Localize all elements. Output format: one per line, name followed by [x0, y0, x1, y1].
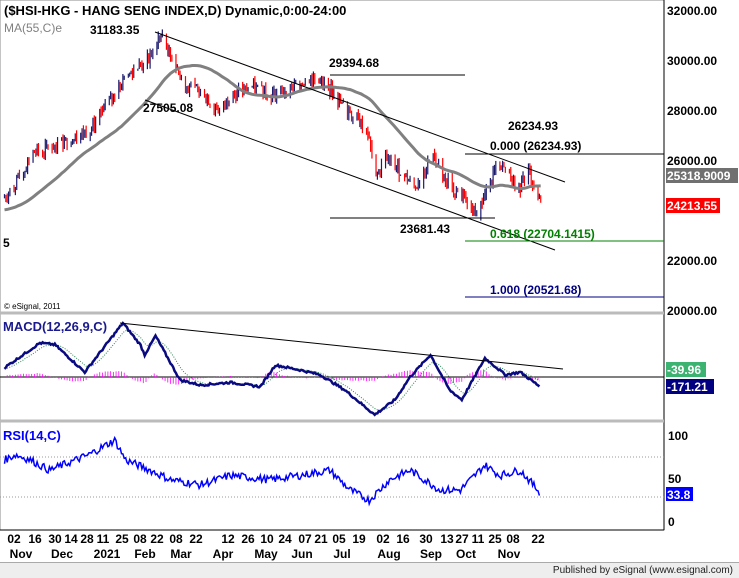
month-tick: Jul: [333, 547, 350, 561]
ma-line: [4, 64, 541, 212]
date-tick: 21: [314, 532, 328, 546]
rsi-tick-0: 0: [668, 515, 675, 529]
macd-line: [3, 321, 541, 417]
fib-1-label: 1.000 (20521.68): [490, 283, 581, 297]
annotation-low: 23681.43: [400, 222, 450, 236]
date-tick: 16: [28, 532, 42, 546]
last-price-badge: [666, 198, 720, 213]
price-tick: 26000.00: [667, 154, 717, 168]
price-tick: 20000.00: [667, 304, 717, 318]
chart-canvas[interactable]: ($HSI-HKG - HANG SENG INDEX,D) Dynamic,0…: [0, 0, 739, 562]
last-price: 24213.55: [667, 199, 717, 213]
month-tick: 2021: [94, 547, 121, 561]
date-tick: 27: [455, 532, 469, 546]
date-axis[interactable]: 02 16 30 14 28 11 25 08 22 08 22 12 26 10 24 07 21 05 19 02…: [7, 532, 545, 561]
month-tick: Feb: [134, 547, 155, 561]
macd-trend-line[interactable]: [119, 322, 564, 370]
date-tick: 25: [115, 532, 129, 546]
date-tick: 19: [352, 532, 366, 546]
ma-value: 25318.9009: [667, 169, 731, 183]
date-tick: 14: [64, 532, 78, 546]
month-tick: Aug: [377, 547, 400, 561]
date-tick: 02: [7, 532, 21, 546]
month-tick: Nov: [10, 547, 33, 561]
date-tick: 11: [472, 532, 485, 546]
date-tick: 02: [376, 532, 390, 546]
rsi-tick-50: 50: [668, 472, 682, 486]
rsi-line: [3, 435, 541, 507]
upper-channel-line[interactable]: [154, 31, 566, 183]
macd-signal-line: [4, 329, 540, 411]
month-tick: Dec: [51, 547, 73, 561]
date-tick: 22: [150, 532, 164, 546]
rsi-value-badge: [666, 487, 693, 501]
annotation-high: 26234.93: [508, 119, 558, 133]
date-tick: 12: [221, 532, 235, 546]
annotation-high: 31183.35: [90, 23, 140, 37]
date-tick: 16: [396, 532, 410, 546]
date-tick: 22: [531, 532, 545, 546]
price-bars: [3, 29, 542, 221]
price-axis[interactable]: 32000.00 30000.00 28000.00 26000.00 22000.00…: [667, 4, 717, 318]
macd-title: MACD(12,26,9,C): [3, 319, 107, 334]
date-tick: 08: [133, 532, 147, 546]
macd-value: -171.21: [667, 380, 708, 394]
price-tick: 28000.00: [667, 104, 717, 118]
month-tick: Apr: [213, 547, 234, 561]
price-tick: 22000.00: [667, 254, 717, 268]
annotation-high: 29394.68: [329, 56, 379, 70]
published-by: Published by eSignal (www.esignal.com): [552, 565, 733, 576]
month-tick: Mar: [170, 547, 192, 561]
date-tick: 22: [189, 532, 203, 546]
hist-value-badge: [666, 362, 706, 377]
date-tick: 28: [80, 532, 94, 546]
date-tick: 08: [169, 532, 183, 546]
price-annotations: 31183.35 29394.68 27505.08 26234.93 0.00…: [90, 23, 595, 297]
month-tick: Nov: [498, 547, 521, 561]
ma-legend: MA(55,C)e: [4, 21, 62, 35]
rsi-value: 33.8: [667, 488, 691, 502]
date-tick: 30: [419, 532, 433, 546]
date-tick: 10: [260, 532, 274, 546]
date-tick: 24: [278, 532, 292, 546]
date-tick: 08: [506, 532, 520, 546]
date-tick: 11: [97, 532, 110, 546]
date-tick: 25: [488, 532, 502, 546]
price-tick: 30000.00: [667, 54, 717, 68]
date-tick: 30: [48, 532, 62, 546]
price-tick: 32000.00: [667, 4, 717, 18]
ma-value-badge: [666, 168, 738, 183]
fib-0-label: 0.000 (26234.93): [490, 139, 581, 153]
month-tick: Sep: [420, 547, 442, 561]
month-tick: Oct: [456, 547, 476, 561]
macd-histogram: [6, 369, 539, 385]
month-tick: Jun: [291, 547, 312, 561]
trend-lines: [144, 31, 664, 251]
annotation-low: 27505.08: [143, 101, 193, 115]
rsi-tick-100: 100: [668, 429, 688, 443]
hist-value: -39.96: [667, 363, 701, 377]
macd-value-badge: [666, 379, 714, 394]
date-tick: 13: [440, 532, 454, 546]
month-tick: May: [254, 547, 278, 561]
left-marker: 5: [3, 236, 10, 250]
fib-618-label: 0.618 (22704.1415): [490, 227, 595, 241]
lower-channel-line[interactable]: [144, 99, 556, 251]
chart-title: ($HSI-HKG - HANG SENG INDEX,D) Dynamic,0…: [4, 3, 346, 18]
date-tick: 05: [332, 532, 346, 546]
copyright: © eSignal, 2011: [4, 302, 61, 311]
rsi-title: RSI(14,C): [3, 428, 61, 443]
date-tick: 26: [241, 532, 255, 546]
footer-bar: Published by eSignal (www.esignal.com): [0, 562, 739, 578]
date-tick: 07: [298, 532, 312, 546]
